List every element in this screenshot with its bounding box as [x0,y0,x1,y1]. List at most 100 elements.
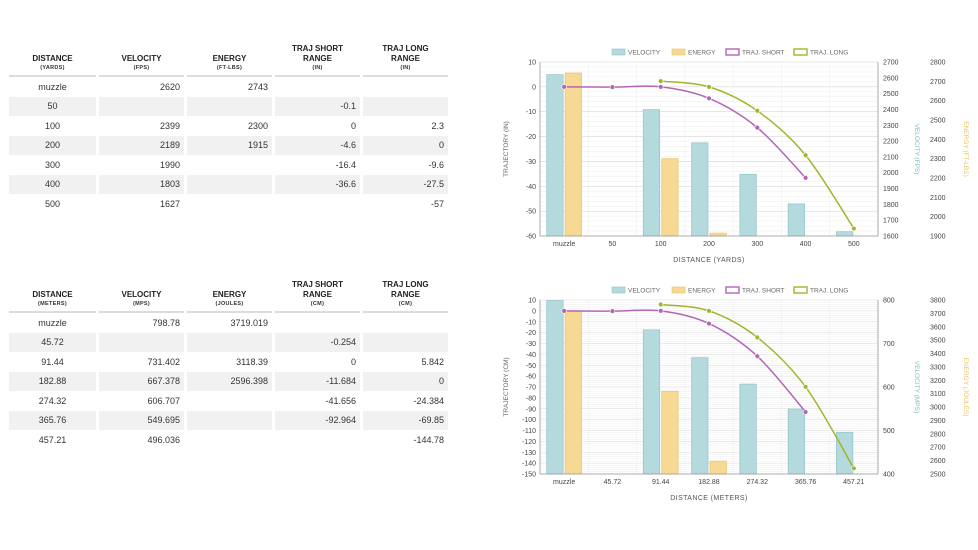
column-header-title: VELOCITY [121,290,162,299]
y-tick-left: 0 [532,308,536,315]
x-tick-label: 45.72 [604,479,622,486]
legend-swatch [725,48,740,56]
cell-energy [187,155,272,175]
y-tick-left: -140 [522,461,536,468]
y-axis-label-energy: ENERGY (JOULES) [962,358,969,417]
traj-short-point [609,84,616,90]
column-header-title: TRAJ LONG RANGE [382,44,429,63]
y-tick-energy: 2200 [930,176,946,183]
cell-velocity: 496.036 [147,434,180,445]
x-tick-label: 365.76 [795,479,817,486]
energy-bar [564,72,582,237]
y-tick-energy: 2000 [930,214,946,221]
velocity-bar [836,231,854,237]
ballistics-table-metric: DISTANCE (METERS) VELOCITY (MPS) ENERGY (JOUL… [6,278,451,450]
cell-traj-short: -0.1 [275,96,360,116]
table-row: muzzle 798.78 3719.019 [9,313,448,333]
y-tick-left: -40 [526,184,536,191]
legend-label: TRAJ. SHORT [742,288,785,295]
table-row: 45.72 -0.254 [9,332,448,352]
cell-traj-short: -0.254 [275,332,360,352]
cell-traj-long: -9.6 [428,159,444,170]
column-header-unit: (MPS) [132,301,151,307]
column-header-unit: (CM) [310,301,325,307]
legend-label: ENERGY [688,288,716,295]
y-tick-velocity: 2400 [883,107,899,114]
y-tick-energy: 2100 [930,195,946,202]
y-tick-left: -120 [522,439,536,446]
chart-legend: VELOCITY ENERGY TRAJ. SHORT TRAJ. LONG [611,48,848,57]
column-header-unit: (FPS) [133,65,150,71]
x-tick-label: 182.88 [698,479,720,486]
cell-traj-long: -57 [430,198,444,209]
cell-traj-short: -4.6 [275,135,360,155]
y-tick-energy: 3500 [930,338,946,345]
y-tick-energy: 2800 [930,431,946,438]
y-tick-left: -90 [526,406,536,413]
y-tick-left: -30 [526,159,536,166]
cell-energy: 2300 [247,120,268,131]
table-row: muzzle 2620 2743 [9,77,448,97]
y-tick-energy: 2700 [930,79,946,86]
x-tick-label: 100 [655,241,667,248]
y-axis-label-velocity: VELOCITY (FPS) [913,124,920,175]
y-tick-velocity: 500 [883,428,895,435]
legend-swatch [793,286,808,294]
cell-traj-long [363,332,448,352]
legend-label: VELOCITY [628,50,661,57]
y-axis-label-energy: ENERGY (FT-LBS) [962,121,969,177]
cell-traj-short [275,430,360,450]
column-header-unit: (YARDS) [40,65,65,71]
table-row: 274.32 606.707 -41.656 -24.384 [9,391,448,411]
y-tick-left: -50 [526,209,536,216]
x-tick-label: muzzle [553,479,575,486]
cell-velocity [99,332,184,352]
column-header-unit: (FT-LBS) [216,65,243,71]
legend-swatch [725,286,740,294]
traj-short-point [802,175,809,181]
y-tick-energy: 2600 [930,98,946,105]
column-header-title: DISTANCE [32,54,73,63]
y-tick-energy: 3800 [930,298,946,305]
table-row: 457.21 496.036 -144.78 [9,430,448,450]
traj-short-line [564,85,807,179]
traj-short-point [561,84,567,90]
traj-long-point [851,465,857,472]
cell-traj-long: -69.85 [363,410,448,430]
traj-short-point [561,308,567,314]
traj-long-point [851,225,857,232]
legend-swatch [611,48,626,56]
velocity-bar [739,173,757,237]
traj-short-point [754,353,760,359]
cell-energy [187,174,272,194]
cell-traj-long: 0 [363,135,448,155]
y-tick-left: -50 [526,363,536,370]
cell-velocity: 731.402 [147,356,180,367]
traj-long-point [706,84,712,90]
cell-traj-short: -41.656 [325,395,356,406]
y-tick-energy: 2300 [930,156,946,163]
cell-distance: 91.44 [41,356,64,367]
cell-distance: 200 [9,135,96,155]
y-tick-energy: 1900 [930,234,946,241]
column-header-energy: ENERGY (JOULES) [187,278,272,313]
traj-short-point [609,308,616,314]
cell-velocity: 2399 [159,120,180,131]
column-header-unit: (CM) [398,301,413,307]
column-header-energy: ENERGY (FT-LBS) [187,42,272,77]
velocity-bar [691,142,709,237]
cell-velocity: 1627 [159,198,180,209]
legend-swatch [671,286,686,294]
traj-short-point [706,320,712,327]
velocity-bar [642,109,661,237]
x-tick-label: 91.44 [652,479,670,486]
traj-short-point [658,308,664,314]
y-tick-left: -20 [526,330,536,337]
cell-traj-long: -144.78 [413,434,444,445]
column-header-velocity: VELOCITY (FPS) [99,42,184,77]
y-tick-left: -70 [526,385,536,392]
cell-distance: muzzle [38,81,67,92]
traj-long-point [754,334,760,341]
y-tick-velocity: 2300 [883,123,899,130]
cell-distance: 365.76 [9,410,96,430]
